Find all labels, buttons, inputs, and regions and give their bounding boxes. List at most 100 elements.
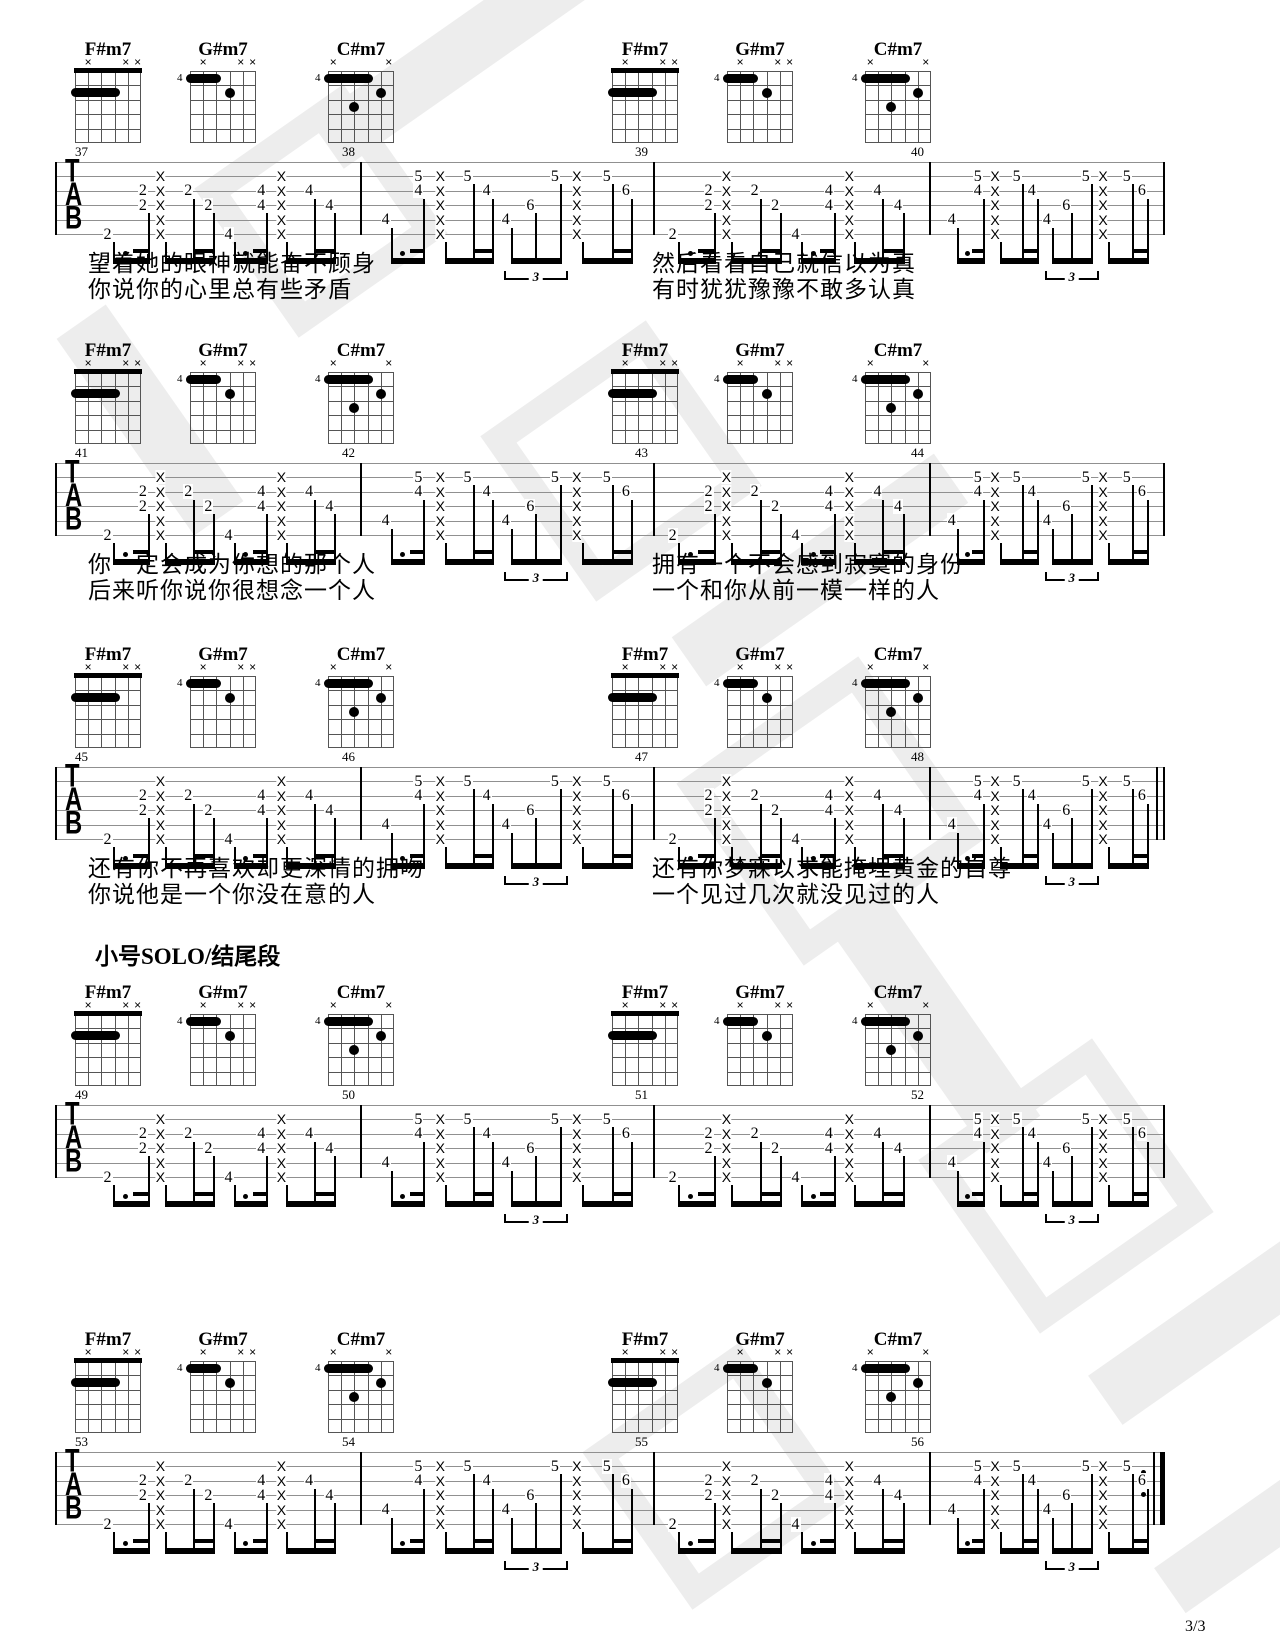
second-beam (819, 550, 836, 554)
second-beam (193, 854, 216, 858)
tab-fret-number: 5 (413, 772, 424, 790)
dead-note-x: X (721, 1487, 732, 1504)
dead-note-x: X (721, 469, 732, 486)
augmentation-dot (243, 251, 249, 256)
chord-nut (611, 673, 679, 678)
note-stem (423, 198, 426, 264)
dead-note-x: X (990, 168, 1000, 185)
tab-fret-number: 5 (549, 1457, 560, 1475)
dead-note-x: X (572, 197, 582, 214)
dead-note-x: X (435, 527, 445, 543)
dead-note-x: X (155, 226, 166, 242)
tab-fret-number: 4 (872, 1125, 883, 1143)
muted-string-icon: × (385, 660, 393, 674)
chord-grid (608, 369, 679, 444)
muted-string-icon: × (659, 998, 667, 1012)
barline (360, 1105, 362, 1178)
tab-fret-number: 2 (703, 483, 714, 501)
second-beam (882, 1192, 905, 1196)
beam (1051, 258, 1093, 264)
tab-fret-number: 6 (1061, 497, 1072, 515)
chord-nut (74, 673, 142, 678)
dead-note-x: X (1098, 1140, 1108, 1157)
note-stem (800, 543, 803, 565)
chord-name: F#m7 (84, 340, 132, 361)
note-stem (1071, 1503, 1074, 1554)
beam (112, 1201, 150, 1207)
note-stem (472, 789, 475, 869)
lyric-line: 你说他是一个你没在意的人 (88, 882, 376, 907)
muted-string-icon: × (922, 1345, 930, 1359)
note-stem (193, 198, 196, 264)
chord-barre (608, 87, 657, 97)
tab-fret-number: 4 (256, 1472, 267, 1490)
chord-grid: 4 (315, 1014, 394, 1086)
tab-fret-number: 5 (549, 468, 560, 486)
second-beam (1131, 1192, 1149, 1196)
dead-note-x: X (572, 512, 582, 529)
beam (731, 1548, 783, 1554)
note-stem (956, 528, 959, 565)
triplet-bracket: 3 (1044, 1560, 1099, 1574)
dead-note-x: X (1098, 1458, 1108, 1475)
augmentation-dot (810, 552, 816, 557)
chord-nut (74, 1358, 142, 1363)
dead-note-x: X (844, 1501, 854, 1518)
muted-string-icon: × (659, 1345, 667, 1359)
tab-fret-number: 4 (972, 787, 983, 805)
fret-position-label: 4 (852, 677, 858, 689)
note-stem (713, 1156, 716, 1207)
note-stem (1146, 198, 1149, 264)
final-barline (1160, 1452, 1165, 1525)
chord-name: G#m7 (198, 340, 248, 361)
dead-note-x: X (721, 816, 732, 833)
measure-number: 51 (635, 1087, 648, 1102)
chord-barre (723, 1363, 759, 1373)
tab-fret-number: 4 (304, 182, 315, 200)
measure-number: 54 (342, 1434, 355, 1449)
second-beam (314, 1539, 337, 1543)
tab-fret-number: 6 (1061, 1139, 1072, 1157)
chord-grid: 4 (177, 676, 256, 748)
dead-note-x: X (155, 211, 166, 228)
note-stem (559, 485, 562, 565)
end-barline (1163, 162, 1165, 235)
note-stem (759, 198, 762, 264)
muted-string-icon: × (671, 55, 679, 69)
fret-position-label: 4 (315, 677, 321, 689)
second-beam (409, 249, 426, 253)
beam (800, 1548, 836, 1554)
tab-fret-number: 4 (223, 1515, 234, 1533)
triplet-number: 3 (528, 571, 544, 585)
chord-barre (723, 1016, 759, 1026)
chord-grid: 4 (177, 372, 256, 444)
chord-dot (912, 87, 923, 98)
dead-note-x: X (990, 1154, 1000, 1171)
dead-note-x: X (155, 1125, 166, 1142)
dead-note-x: X (844, 1472, 854, 1489)
note-stem (491, 1488, 494, 1554)
note-stem (535, 818, 538, 869)
note-stem (630, 198, 633, 264)
second-beam (252, 1192, 269, 1196)
tab-fret-number: 4 (892, 497, 903, 515)
note-stem (334, 1503, 337, 1554)
second-beam (759, 249, 783, 253)
chord-barre (723, 73, 759, 83)
note-stem (854, 543, 857, 565)
muted-string-icon: × (199, 356, 207, 370)
chord-dot (375, 388, 386, 399)
tab-fret-number: 2 (749, 182, 760, 200)
dead-note-x: X (990, 1458, 1000, 1475)
chord-name: G#m7 (198, 982, 248, 1003)
barline (929, 1105, 931, 1178)
dead-note-x: X (155, 773, 166, 790)
dead-note-x: X (435, 1487, 445, 1504)
augmentation-dot (123, 856, 129, 861)
note-stem (780, 514, 783, 565)
dead-note-x: X (844, 483, 854, 500)
barline (929, 463, 931, 536)
tab-fret-number: 4 (1041, 211, 1052, 229)
note-stem (535, 213, 538, 264)
